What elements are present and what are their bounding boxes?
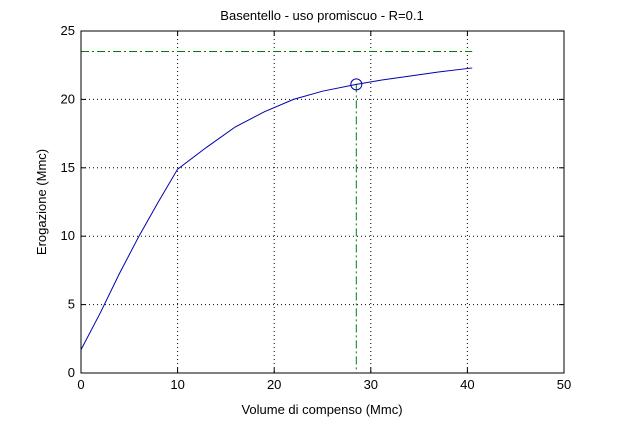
x-tick-label-1: 10: [170, 377, 184, 392]
marker-layer: [350, 78, 363, 91]
y-tick-label-2: 10: [61, 228, 75, 243]
grid: [81, 31, 564, 373]
plot-area: [81, 31, 564, 373]
x-tick-label-0: 0: [77, 377, 84, 392]
y-axis-ticks: 0 5 10 15 20 25: [61, 23, 564, 380]
y-tick-label-3: 15: [61, 160, 75, 175]
y-tick-label-1: 5: [68, 297, 75, 312]
series-layer: [80, 67, 473, 350]
chart-title: Basentello - uso promiscuo - R=0.1: [220, 8, 423, 23]
x-tick-label-5: 50: [557, 377, 571, 392]
x-tick-label-3: 30: [364, 377, 378, 392]
y-tick-label-4: 20: [61, 91, 75, 106]
x-axis-ticks: 0 10 20 30 40 50: [77, 31, 571, 392]
operating-point-marker: [350, 78, 363, 91]
x-tick-label-2: 20: [267, 377, 281, 392]
y-tick-label-5: 25: [61, 23, 75, 38]
plot-frame: [80, 30, 565, 374]
y-tick-label-0: 0: [68, 365, 75, 380]
reference-lines: [81, 51, 473, 373]
x-axis-label: Volume di compenso (Mmc): [241, 402, 402, 417]
y-axis-label: Erogazione (Mmc): [34, 149, 49, 255]
series-line-0: [80, 67, 473, 350]
x-tick-label-4: 40: [460, 377, 474, 392]
